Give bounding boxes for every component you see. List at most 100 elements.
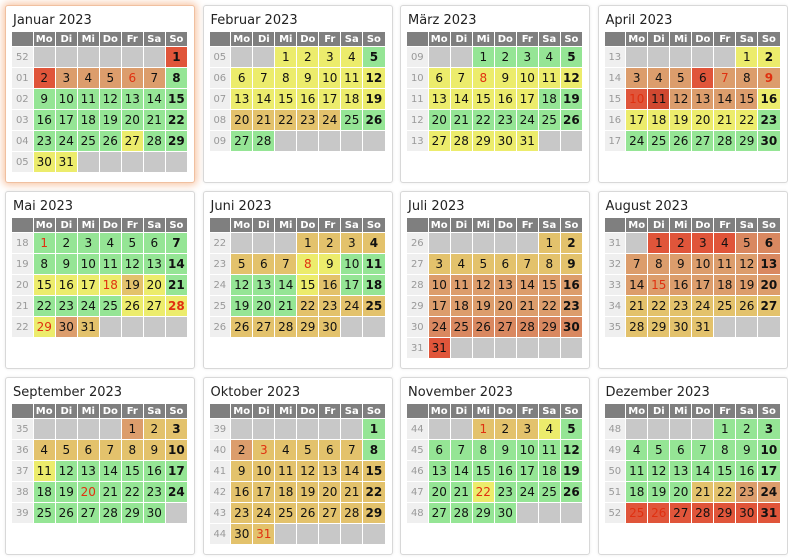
day-cell[interactable]: 26	[55, 503, 77, 523]
day-cell[interactable]: 2	[670, 233, 692, 253]
day-cell[interactable]: 24	[626, 131, 648, 151]
day-cell[interactable]: 28	[253, 131, 275, 151]
day-cell[interactable]: 25	[363, 296, 385, 316]
day-cell[interactable]: 6	[758, 233, 780, 253]
day-cell[interactable]: 16	[319, 275, 341, 295]
day-cell[interactable]: 30	[143, 503, 165, 523]
day-cell[interactable]: 16	[55, 275, 77, 295]
day-cell[interactable]: 17	[77, 275, 99, 295]
day-cell[interactable]: 30	[231, 524, 253, 544]
day-cell[interactable]: 28	[450, 503, 472, 523]
day-cell[interactable]: 17	[516, 89, 538, 109]
day-cell[interactable]: 9	[670, 254, 692, 274]
day-cell[interactable]: 13	[692, 89, 714, 109]
day-cell[interactable]: 26	[121, 296, 143, 316]
day-cell[interactable]: 11	[450, 275, 472, 295]
day-cell[interactable]: 26	[670, 131, 692, 151]
day-cell[interactable]: 3	[626, 68, 648, 88]
day-cell[interactable]: 28	[99, 503, 121, 523]
day-cell[interactable]: 20	[143, 275, 165, 295]
day-cell[interactable]: 24	[516, 482, 538, 502]
day-cell[interactable]: 25	[341, 110, 363, 130]
day-cell[interactable]: 30	[758, 131, 780, 151]
day-cell[interactable]: 16	[143, 461, 165, 481]
day-cell[interactable]: 1	[297, 233, 319, 253]
day-cell[interactable]: 1	[648, 233, 670, 253]
day-cell[interactable]: 6	[428, 68, 450, 88]
day-cell[interactable]: 9	[494, 440, 516, 460]
day-cell[interactable]: 24	[758, 482, 780, 502]
day-cell[interactable]: 21	[143, 110, 165, 130]
day-cell[interactable]: 16	[33, 110, 55, 130]
day-cell[interactable]: 17	[319, 89, 341, 109]
day-cell[interactable]: 18	[341, 89, 363, 109]
day-cell[interactable]: 23	[560, 296, 582, 316]
day-cell[interactable]: 12	[736, 254, 758, 274]
day-cell[interactable]: 1	[121, 419, 143, 439]
day-cell[interactable]: 26	[99, 131, 121, 151]
day-cell[interactable]: 29	[165, 131, 187, 151]
day-cell[interactable]: 23	[297, 110, 319, 130]
day-cell[interactable]: 4	[341, 47, 363, 67]
day-cell[interactable]: 16	[494, 89, 516, 109]
day-cell[interactable]: 1	[736, 47, 758, 67]
day-cell[interactable]: 19	[560, 461, 582, 481]
day-cell[interactable]: 15	[363, 461, 385, 481]
day-cell[interactable]: 22	[363, 482, 385, 502]
day-cell[interactable]: 3	[341, 233, 363, 253]
day-cell[interactable]: 16	[297, 89, 319, 109]
day-cell[interactable]: 5	[648, 440, 670, 460]
day-cell[interactable]: 28	[143, 131, 165, 151]
day-cell[interactable]: 8	[714, 440, 736, 460]
day-cell[interactable]: 2	[143, 419, 165, 439]
day-cell[interactable]: 6	[143, 233, 165, 253]
day-cell[interactable]: 27	[77, 503, 99, 523]
day-cell[interactable]: 8	[33, 254, 55, 274]
day-cell[interactable]: 30	[560, 317, 582, 337]
day-cell[interactable]: 8	[648, 254, 670, 274]
day-cell[interactable]: 23	[494, 110, 516, 130]
day-cell[interactable]: 4	[99, 233, 121, 253]
day-cell[interactable]: 21	[626, 296, 648, 316]
day-cell[interactable]: 1	[33, 233, 55, 253]
day-cell[interactable]: 14	[99, 461, 121, 481]
day-cell[interactable]: 5	[560, 47, 582, 67]
day-cell[interactable]: 7	[143, 68, 165, 88]
day-cell[interactable]: 29	[363, 503, 385, 523]
day-cell[interactable]: 18	[77, 110, 99, 130]
day-cell[interactable]: 5	[231, 254, 253, 274]
day-cell[interactable]: 27	[670, 503, 692, 523]
day-cell[interactable]: 14	[692, 461, 714, 481]
day-cell[interactable]: 23	[231, 503, 253, 523]
day-cell[interactable]: 20	[692, 110, 714, 130]
day-cell[interactable]: 11	[99, 254, 121, 274]
day-cell[interactable]: 18	[363, 275, 385, 295]
day-cell[interactable]: 26	[297, 503, 319, 523]
day-cell[interactable]: 8	[165, 68, 187, 88]
day-cell[interactable]: 4	[275, 440, 297, 460]
day-cell[interactable]: 9	[319, 254, 341, 274]
day-cell[interactable]: 8	[363, 440, 385, 460]
day-cell[interactable]: 5	[363, 47, 385, 67]
day-cell[interactable]: 23	[143, 482, 165, 502]
day-cell[interactable]: 7	[626, 254, 648, 274]
day-cell[interactable]: 11	[363, 254, 385, 274]
day-cell[interactable]: 26	[560, 110, 582, 130]
day-cell[interactable]: 22	[538, 296, 560, 316]
day-cell[interactable]: 24	[319, 110, 341, 130]
day-cell[interactable]: 3	[692, 233, 714, 253]
day-cell[interactable]: 8	[736, 68, 758, 88]
day-cell[interactable]: 19	[55, 482, 77, 502]
day-cell[interactable]: 25	[538, 110, 560, 130]
day-cell[interactable]: 10	[428, 275, 450, 295]
day-cell[interactable]: 6	[494, 254, 516, 274]
day-cell[interactable]: 5	[472, 254, 494, 274]
day-cell[interactable]: 30	[736, 503, 758, 523]
day-cell[interactable]: 16	[494, 461, 516, 481]
day-cell[interactable]: 10	[55, 89, 77, 109]
day-cell[interactable]: 20	[758, 275, 780, 295]
day-cell[interactable]: 15	[472, 89, 494, 109]
day-cell[interactable]: 13	[494, 275, 516, 295]
day-cell[interactable]: 30	[33, 152, 55, 172]
day-cell[interactable]: 20	[670, 482, 692, 502]
